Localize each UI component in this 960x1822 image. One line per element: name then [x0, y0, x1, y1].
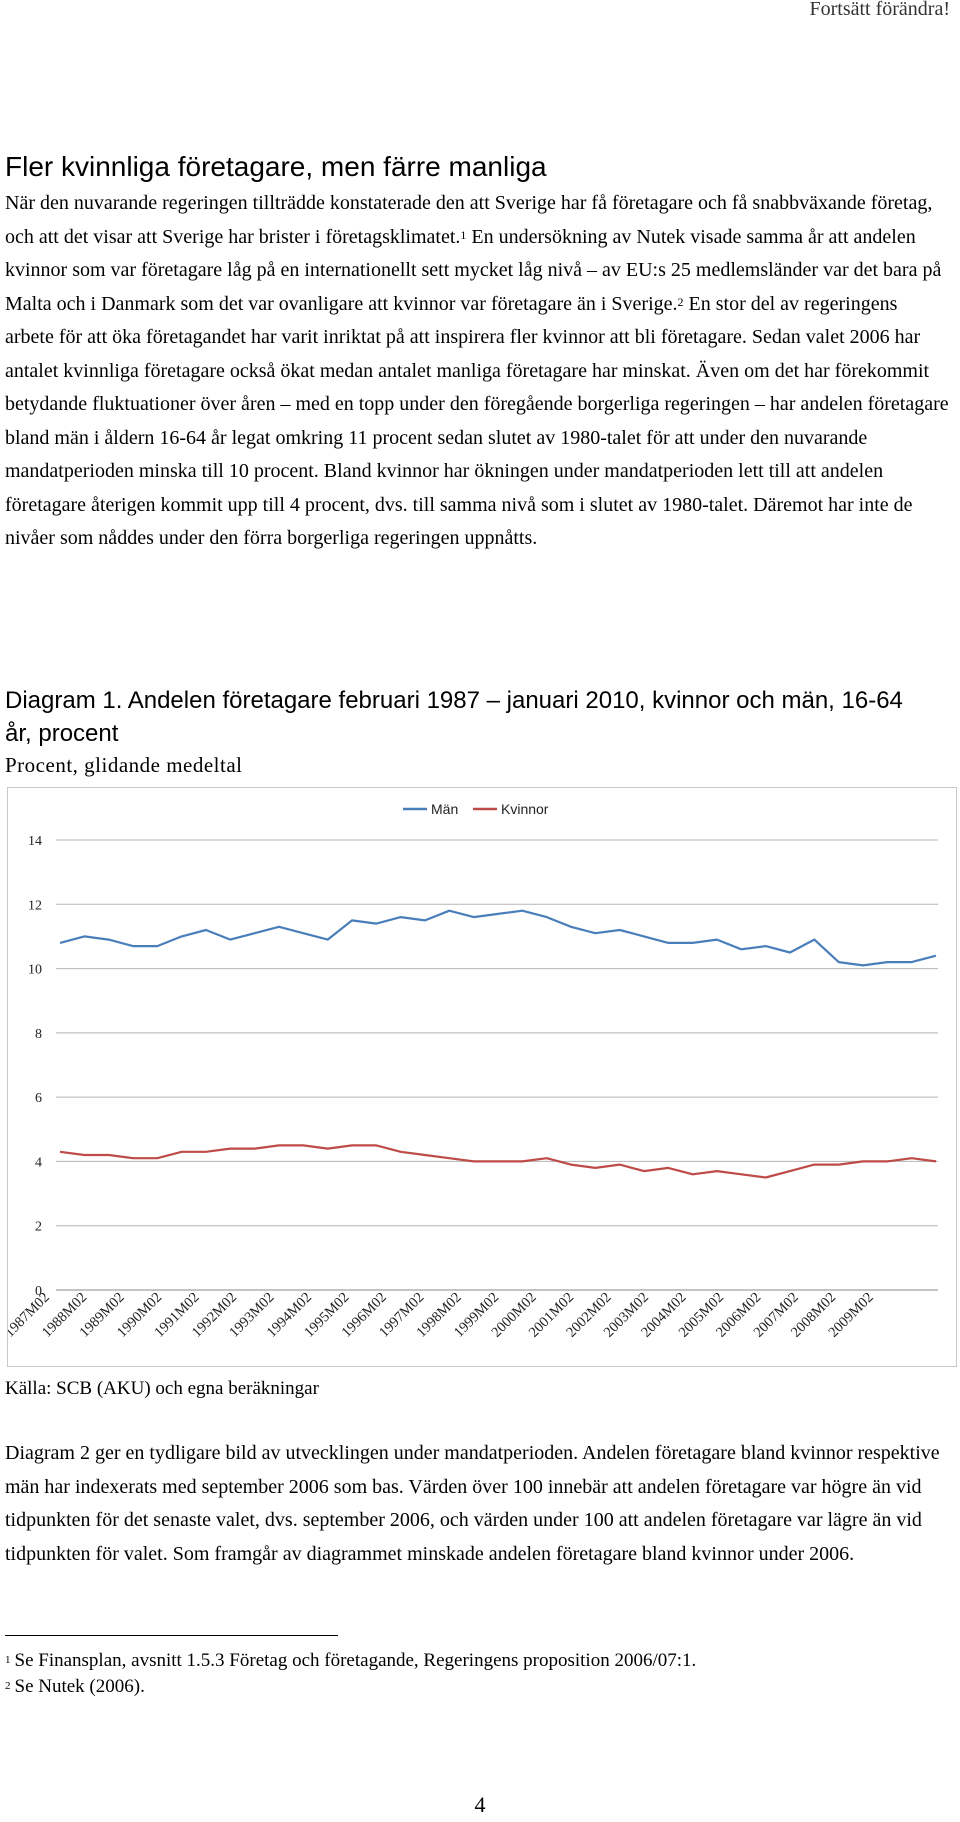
- y-tick-label: 2: [35, 1220, 42, 1235]
- footnote-1: 1 Se Finansplan, avsnitt 1.5.3 Företag oc…: [5, 1648, 696, 1674]
- footnotes: 1 Se Finansplan, avsnitt 1.5.3 Företag oc…: [5, 1648, 696, 1700]
- legend-label: Kvinnor: [501, 801, 549, 817]
- y-tick-label: 6: [35, 1091, 42, 1106]
- footnote-number: 2: [5, 1680, 11, 1692]
- y-tick-label: 8: [35, 1027, 42, 1042]
- y-tick-label: 12: [28, 898, 42, 913]
- diagram-label: Diagram 1.: [5, 687, 123, 714]
- chart-source: Källa: SCB (AKU) och egna beräkningar: [5, 1378, 319, 1399]
- running-header: Fortsätt förändra!: [809, 0, 950, 20]
- line-chart: 0 2 4 6 8 10 12 14 1987M02 1988M02 1989M02 1990M02…: [7, 787, 957, 1367]
- y-tick-label: 0: [35, 1284, 42, 1299]
- paragraph-1-part-c: En stor del av regeringens arbete för at…: [5, 292, 949, 550]
- diagram-title: Diagram 1. Andelen företagare februari 1…: [5, 684, 905, 750]
- series-lines: [59, 909, 937, 1179]
- body-paragraph-2: Diagram 2 ger en tydligare bild av utvec…: [5, 1442, 940, 1565]
- footnote-text: Se Nutek (2006).: [14, 1676, 145, 1697]
- footnote-text: Se Finansplan, avsnitt 1.5.3 Företag och…: [14, 1650, 697, 1671]
- gridlines: [56, 839, 938, 1291]
- legend: Män Kvinnor: [403, 801, 549, 817]
- y-tick-label: 14: [28, 834, 42, 849]
- y-tick-label: 4: [35, 1155, 42, 1170]
- footnote-ref-1[interactable]: 1: [460, 227, 467, 242]
- paragraph-1-part-b: En undersökning av Nutek visade samma år…: [5, 225, 942, 315]
- legend-label: Män: [431, 801, 458, 817]
- diagram-subtitle: Procent, glidande medeltal: [5, 753, 243, 777]
- page-number: 4: [474, 1792, 486, 1817]
- y-tick-label: 10: [28, 963, 42, 978]
- body-paragraph-1: När den nuvarande regeringen tillträdde …: [5, 187, 949, 556]
- footnote-2: 2 Se Nutek (2006).: [5, 1674, 696, 1700]
- section-title: Fler kvinnliga företagare, men färre man…: [5, 151, 547, 182]
- series-line-män: [59, 909, 937, 967]
- diagram-title-text: Andelen företagare februari 1987 – janua…: [5, 687, 903, 747]
- x-axis-ticks: 1987M021988M021989M021990M021991M021992M…: [8, 1290, 877, 1341]
- footnote-divider: [5, 1635, 338, 1636]
- footnote-ref-2[interactable]: 2: [677, 294, 684, 309]
- footnote-number: 1: [5, 1654, 11, 1666]
- y-axis-ticks: 0 2 4 6 8 10 12 14: [28, 834, 42, 1299]
- paragraph-1-part-a: När den nuvarande regeringen tillträdde …: [5, 192, 933, 248]
- chart-svg: 0 2 4 6 8 10 12 14 1987M021988M021989M021990M02…: [8, 801, 938, 1341]
- series-line-kvinnor: [59, 1144, 937, 1179]
